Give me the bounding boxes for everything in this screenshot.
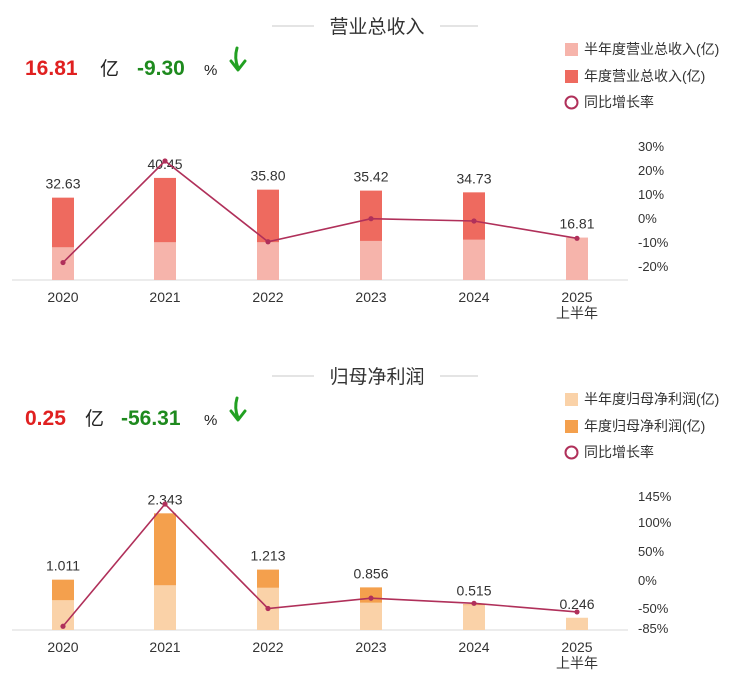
x-tick-label: 2024: [458, 639, 489, 655]
y2-tick-label: 0%: [638, 211, 657, 226]
y2-tick-label: -20%: [638, 259, 669, 274]
x-tick-label: 2021: [149, 639, 180, 655]
growth-point[interactable]: [265, 605, 271, 612]
legend-swatch-half: [565, 43, 578, 56]
x-tick-label: 2025: [561, 639, 592, 655]
down-arrow-icon: [234, 46, 240, 70]
data-label: 34.73: [456, 170, 491, 186]
growth-point[interactable]: [60, 623, 66, 629]
data-label: 35.42: [353, 169, 388, 185]
data-label: 35.80: [250, 168, 285, 184]
legend-label-half: 半年度归母净利润(亿): [584, 391, 719, 407]
growth-point[interactable]: [368, 595, 374, 601]
x-tick-label: 2023: [355, 289, 386, 305]
bar-half-year[interactable]: [566, 237, 588, 280]
legend-swatch-annual: [565, 70, 578, 83]
growth-point[interactable]: [265, 239, 271, 245]
headline-value: 0.25: [25, 407, 66, 430]
data-label: 0.515: [456, 582, 491, 598]
y2-tick-label: 100%: [638, 515, 672, 530]
down-arrow-icon: [234, 396, 240, 420]
growth-point[interactable]: [574, 235, 580, 241]
growth-line: [62, 502, 578, 627]
chart-title: 营业总收入: [329, 16, 424, 38]
y2-tick-label: -10%: [638, 235, 669, 250]
legend-label-growth: 同比增长率: [584, 94, 654, 110]
y2-tick-label: 20%: [638, 163, 664, 178]
y2-tick-label: 0%: [638, 573, 657, 588]
legend-label-growth: 同比增长率: [584, 444, 654, 460]
bar-half-year[interactable]: [154, 242, 176, 280]
legend-swatch-annual: [565, 420, 578, 433]
bar-half-year[interactable]: [257, 242, 279, 280]
x-tick-label: 2024: [458, 289, 489, 305]
legend-label-half: 半年度营业总收入(亿): [584, 41, 719, 57]
y2-tick-label: 10%: [638, 187, 664, 202]
headline-unit: 亿: [85, 408, 104, 430]
bar-half-year[interactable]: [360, 602, 382, 630]
x-tick-label: 2021: [149, 289, 180, 305]
down-arrow-head-icon: [229, 59, 247, 72]
growth-point[interactable]: [162, 158, 168, 164]
legend-swatch-growth: [564, 95, 579, 110]
down-arrow-head-icon: [229, 409, 247, 422]
legend-label-annual: 年度营业总收入(亿): [584, 68, 705, 84]
data-label: 32.63: [45, 176, 80, 192]
headline-value: 16.81: [25, 57, 78, 80]
data-label: 1.213: [250, 548, 285, 564]
y2-tick-label: 30%: [638, 139, 664, 154]
growth-line: [62, 159, 578, 264]
headline-change: -9.30: [137, 57, 185, 80]
legend-swatch-growth: [564, 445, 579, 460]
y2-tick-label: 145%: [638, 489, 672, 504]
bar-half-year[interactable]: [154, 585, 176, 630]
headline-percent: %: [204, 62, 217, 79]
growth-point[interactable]: [574, 609, 580, 615]
bar-half-year[interactable]: [463, 239, 485, 280]
headline-change: -56.31: [121, 407, 181, 430]
data-label: 0.246: [559, 596, 594, 612]
data-label: 0.856: [353, 565, 388, 581]
bar-half-year[interactable]: [360, 240, 382, 280]
chart-title: 归母净利润: [329, 366, 424, 388]
data-label: 1.011: [46, 558, 80, 574]
data-label: 40.45: [147, 156, 182, 172]
x-tick-label: 2020: [47, 289, 78, 305]
bar-half-year[interactable]: [566, 617, 588, 630]
x-tick-label: 2023: [355, 639, 386, 655]
growth-point[interactable]: [368, 216, 374, 222]
growth-point[interactable]: [471, 600, 477, 606]
y2-tick-label: -85%: [638, 621, 669, 636]
data-label: 2.343: [147, 491, 182, 507]
legend-swatch-half: [565, 393, 578, 406]
headline-percent: %: [204, 412, 217, 429]
y2-tick-label: 50%: [638, 544, 664, 559]
bar-half-year[interactable]: [463, 605, 485, 630]
growth-point[interactable]: [162, 501, 168, 507]
x-tick-label: 上半年: [556, 655, 598, 671]
data-label: 16.81: [559, 216, 594, 232]
x-tick-label: 2025: [561, 289, 592, 305]
legend-label-annual: 年度归母净利润(亿): [584, 418, 705, 434]
x-tick-label: 2020: [47, 639, 78, 655]
x-tick-label: 2022: [252, 639, 283, 655]
x-tick-label: 上半年: [556, 305, 598, 321]
x-tick-label: 2022: [252, 289, 283, 305]
headline-unit: 亿: [100, 58, 119, 80]
growth-point[interactable]: [471, 218, 477, 224]
y2-tick-label: -50%: [638, 601, 669, 616]
bar-half-year[interactable]: [52, 600, 74, 630]
growth-point[interactable]: [60, 259, 66, 266]
